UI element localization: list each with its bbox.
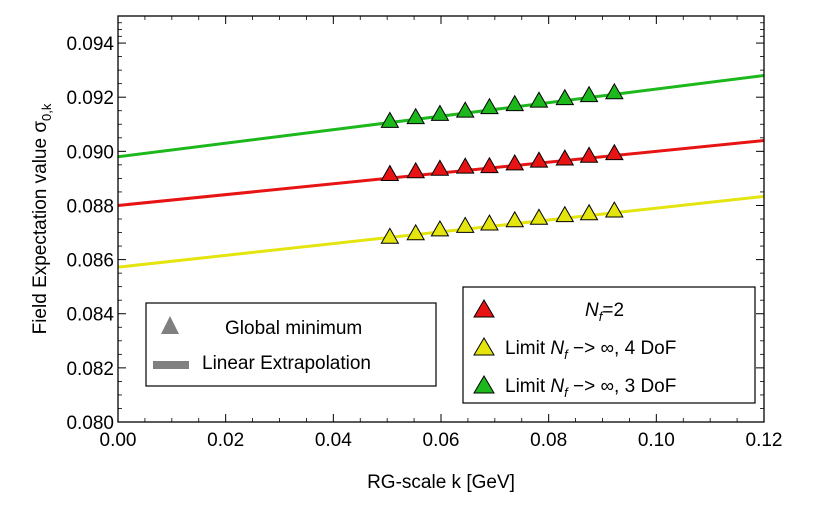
- axis-ticks: [117, 16, 765, 423]
- data-point-yellow: [604, 201, 624, 218]
- data-point-green: [480, 97, 499, 115]
- y-tick-label: 0.084: [66, 305, 114, 326]
- legend-entry-subscript: f: [599, 309, 604, 324]
- y-tick-label: 0.080: [66, 413, 114, 434]
- data-point-green: [555, 88, 575, 106]
- x-tick-label: 0.06: [423, 430, 460, 451]
- data-point-red: [480, 156, 499, 174]
- data-point-red: [430, 159, 450, 176]
- plot-frame: [117, 15, 765, 423]
- legend-entry-marker: [473, 375, 495, 394]
- x-axis-title: RG-scale k [GeV]: [367, 472, 515, 493]
- y-axis-title: Field Expectation value σ0,k: [30, 103, 54, 334]
- legend-left: Global minimum Linear Extrapolation: [145, 302, 437, 387]
- data-point-red: [406, 161, 426, 179]
- data-point-yellow: [505, 210, 525, 228]
- legend-entry-prefix: Limit: [505, 338, 550, 359]
- x-tick-label: 0.00: [100, 430, 137, 451]
- y-tick-label: 0.088: [66, 196, 114, 217]
- x-tick-label: 0.08: [530, 430, 567, 451]
- y-tick-labels: 0.080 0.082 0.084 0.086 0.088 0.090 0.092 0.094: [66, 34, 114, 434]
- x-tick-labels: 0.00 0.02 0.04 0.06 0.08 0.10 0.12: [100, 430, 783, 451]
- x-tick-label: 0.10: [638, 430, 675, 451]
- data-point-yellow: [380, 227, 400, 244]
- y-tick-label: 0.086: [66, 251, 114, 272]
- data-point-yellow: [455, 216, 475, 233]
- legend-entry-suffix: −> ∞, 3 DoF: [568, 376, 677, 397]
- data-point-green: [604, 82, 624, 100]
- legend-entry-label: Limit Nf −> ∞, 4 DoF: [505, 338, 676, 362]
- legend-entry-prefix: Limit: [505, 376, 550, 397]
- data-point-red: [579, 146, 599, 163]
- y-tick-label: 0.082: [66, 359, 114, 380]
- legend-entry-symbol: N: [585, 300, 599, 321]
- data-point-green: [505, 94, 525, 112]
- legend-entry-subscript: f: [564, 347, 569, 362]
- data-point-green: [455, 101, 475, 118]
- legend-left-box: [145, 302, 437, 387]
- x-tick-label: 0.12: [746, 430, 783, 451]
- legend-right-box: [462, 286, 756, 404]
- legend-entry-label: Limit Nf −> ∞, 3 DoF: [505, 376, 676, 400]
- data-point-green: [406, 107, 426, 125]
- legend-entry-label: Nf=2: [585, 300, 624, 324]
- data-point-yellow: [579, 203, 599, 221]
- legend-line-icon: [153, 361, 189, 369]
- legend-entry-symbol: N: [550, 376, 564, 397]
- data-point-red: [455, 157, 475, 174]
- legend-line-label: Linear Extrapolation: [202, 353, 371, 374]
- y-tick-label: 0.090: [66, 142, 114, 163]
- legend-entry-suffix: =2: [602, 300, 624, 321]
- data-point-red: [505, 154, 525, 171]
- legend-entry-marker: [473, 299, 495, 318]
- data-point-yellow: [430, 220, 450, 237]
- legend-marker-label: Global minimum: [225, 318, 362, 339]
- series-points: [380, 82, 624, 244]
- x-tick-label: 0.04: [315, 430, 352, 451]
- data-point-green: [430, 104, 450, 121]
- legend-entry-subscript: f: [564, 385, 569, 400]
- data-point-red: [529, 151, 549, 168]
- data-point-yellow: [529, 208, 549, 225]
- y-axis-title-sub: 0,k: [39, 103, 54, 121]
- data-point-yellow: [406, 223, 426, 241]
- y-axis-title-main: Field Expectation value σ: [30, 121, 51, 335]
- data-point-yellow: [555, 205, 575, 223]
- legend-marker-icon: [161, 316, 179, 334]
- y-tick-label: 0.094: [66, 34, 114, 55]
- legend-entry-marker: [473, 337, 495, 356]
- data-point-yellow: [480, 214, 499, 231]
- data-point-red: [555, 149, 575, 166]
- legend-entry-suffix: −> ∞, 4 DoF: [568, 338, 677, 359]
- data-point-red: [604, 143, 624, 161]
- data-point-red: [380, 164, 400, 181]
- data-point-green: [380, 111, 400, 128]
- y-tick-label: 0.092: [66, 88, 114, 109]
- data-point-green: [529, 91, 549, 108]
- x-tick-label: 0.02: [207, 430, 244, 451]
- legend-entry-symbol: N: [550, 338, 564, 359]
- data-point-green: [579, 85, 599, 103]
